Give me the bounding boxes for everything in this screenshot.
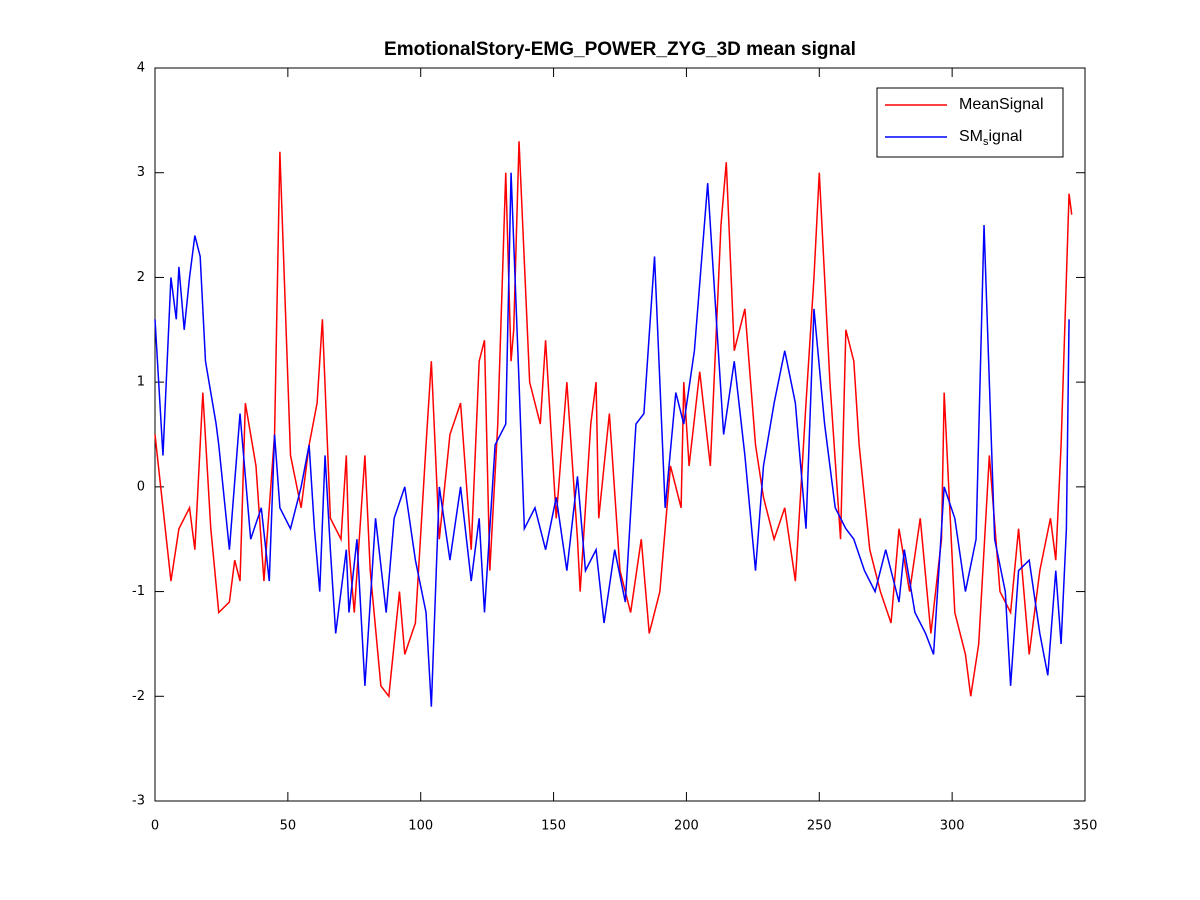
y-tick-label: 1 [137,375,145,390]
data-line [154,172,1070,707]
x-tick-label: 300 [940,819,965,834]
legend-label: SMsignal [959,128,1022,148]
legend-label: MeanSignal [959,96,1044,113]
y-tick-label: -1 [132,584,145,599]
data-line [154,141,1073,699]
x-tick-label: 100 [408,819,433,834]
x-tick-label: 50 [280,819,297,834]
x-tick-label: 150 [541,819,566,834]
y-tick-label: 3 [137,165,145,180]
x-tick-label: 250 [807,819,832,834]
y-tick-label: 4 [137,61,145,76]
chart-title: EmotionalStory-EMG_POWER_ZYG_3D mean sig… [384,39,856,60]
y-tick-label: -2 [132,689,145,704]
x-tick-label: 200 [674,819,699,834]
y-tick-label: 0 [137,479,145,494]
legend-box [876,87,1064,158]
x-tick-label: 0 [151,819,159,834]
y-tick-label: 2 [137,270,145,285]
x-tick-label: 350 [1073,819,1098,834]
y-tick-label: -3 [132,794,145,809]
